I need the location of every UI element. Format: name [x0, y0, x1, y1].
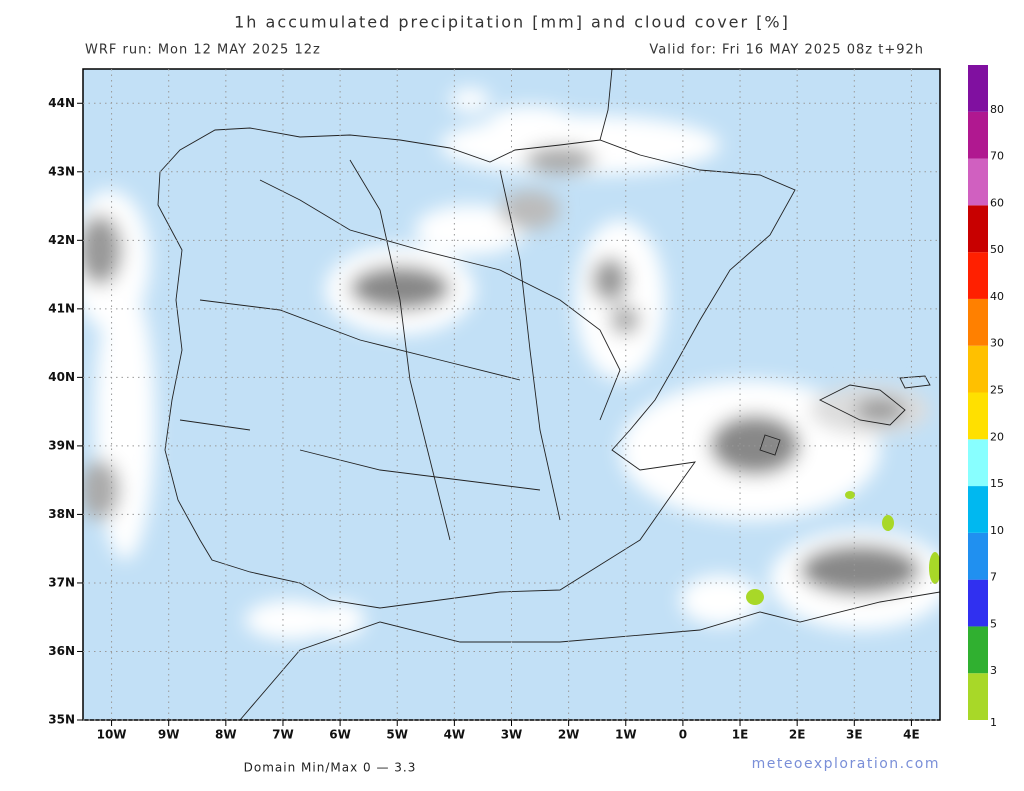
map-area — [83, 69, 940, 720]
lat-tick-label: 38N — [48, 507, 75, 521]
lat-tick-label: 41N — [48, 301, 75, 315]
colorbar-segment — [968, 486, 988, 533]
lon-tick-label: 5W — [386, 728, 408, 742]
colorbar-label: 10 — [990, 524, 1004, 537]
lat-tick-label: 42N — [48, 233, 75, 247]
colorbar-segment — [968, 65, 988, 112]
colorbar-label: 80 — [990, 103, 1004, 116]
colorbar-label: 50 — [990, 243, 1004, 256]
lon-tick-label: 9W — [158, 728, 180, 742]
lon-tick-label: 4E — [903, 728, 920, 742]
lon-tick-label: 1W — [615, 728, 637, 742]
colorbar-segment — [968, 673, 988, 720]
colorbar-segment — [968, 392, 988, 440]
lat-tick-label: 35N — [48, 713, 75, 727]
colorbar-segment — [968, 626, 988, 674]
lon-tick-label: 1E — [732, 728, 749, 742]
run-label: WRF run: Mon 12 MAY 2025 12z — [85, 43, 321, 58]
domain-minmax: Domain Min/Max 0 — 3.3 — [244, 761, 417, 775]
lat-tick-label: 39N — [48, 438, 75, 452]
colorbar-label: 5 — [990, 617, 997, 630]
lon-tick-label: 8W — [215, 728, 237, 742]
colorbar-label: 3 — [990, 664, 997, 677]
colorbar-segment — [968, 439, 988, 487]
lon-tick-label: 10W — [97, 728, 127, 742]
colorbar-label: 30 — [990, 337, 1004, 350]
colorbar-segment — [968, 158, 988, 206]
colorbar-label: 40 — [990, 290, 1004, 303]
lon-tick-label: 2E — [789, 728, 806, 742]
colorbar-segment — [968, 579, 988, 627]
colorbar-label: 25 — [990, 384, 1004, 397]
brand-link: meteoexploration.com — [752, 756, 940, 772]
cloud-cover — [83, 88, 940, 640]
lon-tick-label: 4W — [444, 728, 466, 742]
lon-tick-label: 2W — [558, 728, 580, 742]
colorbar-label: 60 — [990, 196, 1004, 209]
colorbar-segment — [968, 205, 988, 253]
colorbar-label: 70 — [990, 150, 1004, 163]
lon-tick-label: 7W — [272, 728, 294, 742]
colorbar-label: 15 — [990, 477, 1004, 490]
colorbar-segment — [968, 345, 988, 393]
colorbar-segment — [968, 532, 988, 580]
title: 1h accumulated precipitation [mm] and cl… — [234, 13, 790, 32]
colorbar-label: 20 — [990, 430, 1004, 443]
colorbar-segment — [968, 252, 988, 299]
lon-tick-label: 3W — [501, 728, 523, 742]
lat-tick-label: 36N — [48, 644, 75, 658]
precipitation — [746, 491, 940, 605]
lat-tick-label: 44N — [48, 96, 75, 110]
valid-label: Valid for: Fri 16 MAY 2025 08z t+92h — [649, 43, 924, 58]
lat-tick-label: 40N — [48, 370, 75, 384]
colorbar-label: 1 — [990, 716, 997, 729]
lat-tick-label: 37N — [48, 575, 75, 589]
lat-tick-label: 43N — [48, 164, 75, 178]
colorbar-segment — [968, 298, 988, 346]
colorbar-segment — [968, 111, 988, 159]
colorbar-label: 7 — [990, 571, 997, 584]
lon-tick-label: 3E — [846, 728, 863, 742]
lon-tick-label: 0 — [679, 728, 687, 742]
lon-tick-label: 6W — [329, 728, 351, 742]
